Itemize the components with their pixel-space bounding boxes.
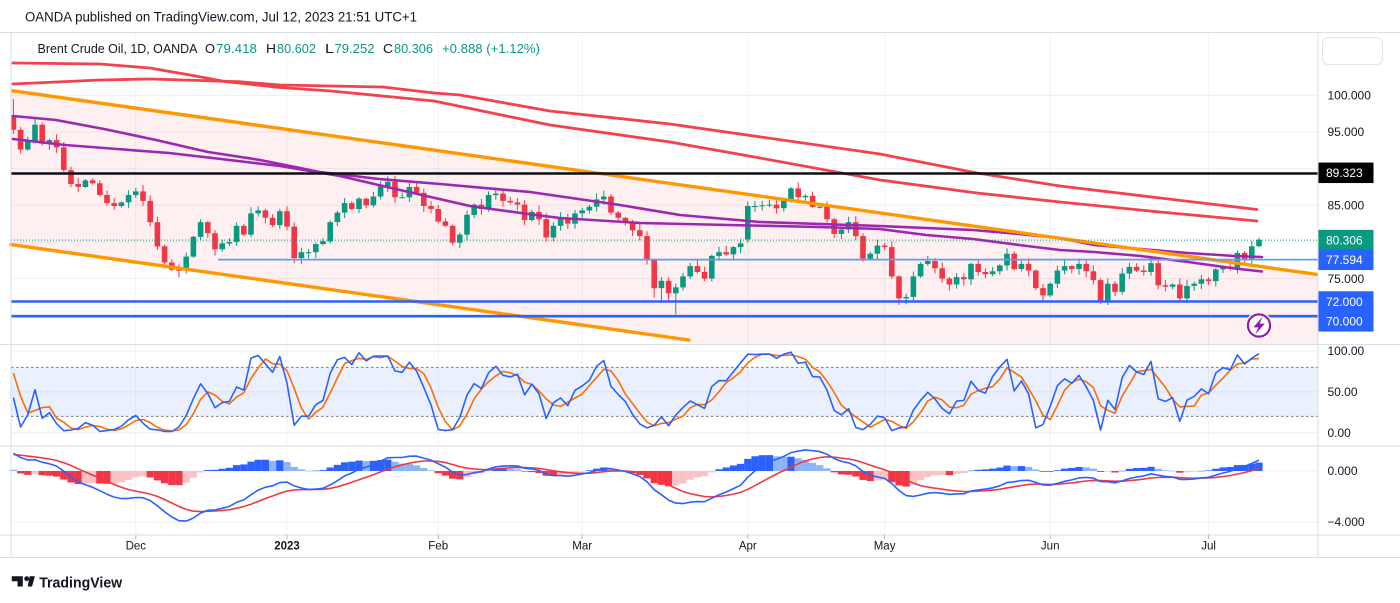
svg-text:Brent Crude Oil, 1D, OANDA: Brent Crude Oil, 1D, OANDA bbox=[38, 41, 198, 56]
svg-text:May: May bbox=[874, 541, 896, 553]
svg-text:100.00: 100.00 bbox=[1328, 344, 1365, 358]
svg-text:L: L bbox=[325, 41, 334, 56]
svg-text:Feb: Feb bbox=[428, 541, 448, 553]
svg-text:75.000: 75.000 bbox=[1328, 272, 1365, 286]
svg-text:80.602: 80.602 bbox=[277, 41, 316, 56]
svg-text:2023: 2023 bbox=[274, 541, 300, 553]
svg-text:85.000: 85.000 bbox=[1328, 199, 1365, 213]
svg-text:95.000: 95.000 bbox=[1328, 125, 1365, 139]
svg-text:H: H bbox=[266, 41, 276, 56]
svg-text:100.000: 100.000 bbox=[1328, 89, 1372, 103]
svg-text:Jul: Jul bbox=[1201, 541, 1216, 553]
svg-text:Dec: Dec bbox=[126, 541, 147, 553]
svg-text:Apr: Apr bbox=[739, 541, 757, 553]
svg-text:−4.000: −4.000 bbox=[1328, 515, 1365, 529]
svg-text:Mar: Mar bbox=[572, 541, 592, 553]
svg-text:TradingView: TradingView bbox=[39, 575, 123, 591]
svg-text:89.323: 89.323 bbox=[1326, 166, 1363, 180]
svg-text:79.252: 79.252 bbox=[335, 41, 375, 56]
svg-text:C: C bbox=[383, 41, 393, 56]
svg-text:O: O bbox=[205, 41, 215, 56]
svg-text:0.00: 0.00 bbox=[1328, 426, 1352, 440]
svg-text:79.418: 79.418 bbox=[216, 41, 257, 56]
svg-text:80.306: 80.306 bbox=[1326, 233, 1363, 247]
svg-text:70.000: 70.000 bbox=[1326, 315, 1363, 329]
svg-text:50.00: 50.00 bbox=[1328, 385, 1358, 399]
svg-text:OANDA published on TradingView: OANDA published on TradingView.com, Jul … bbox=[25, 10, 417, 26]
svg-text:72.000: 72.000 bbox=[1326, 295, 1363, 309]
svg-text:Jun: Jun bbox=[1041, 541, 1060, 553]
svg-text:0.000: 0.000 bbox=[1328, 464, 1358, 478]
svg-text:80.306: 80.306 bbox=[394, 41, 433, 56]
svg-text:77.594: 77.594 bbox=[1326, 253, 1363, 267]
svg-text:+0.888 (+1.12%): +0.888 (+1.12%) bbox=[442, 41, 540, 56]
